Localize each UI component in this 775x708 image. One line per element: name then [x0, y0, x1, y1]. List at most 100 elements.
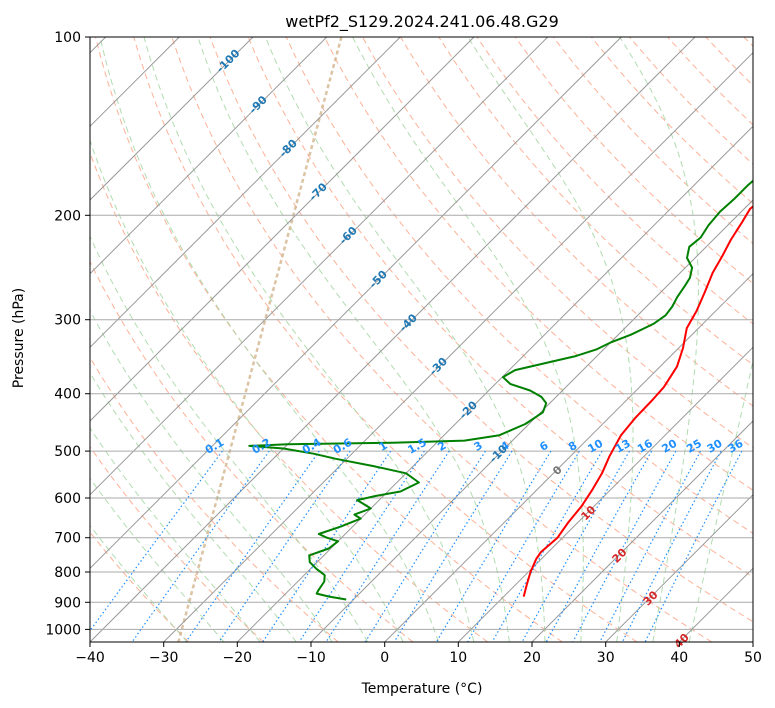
profile-lines [248, 179, 753, 601]
mixing-ratio-label: 0.4 [300, 436, 324, 457]
dry-adiabat [209, 37, 753, 623]
isotherm-line [90, 37, 696, 642]
mixing-ratio-line [545, 450, 653, 642]
mixing-ratio-line [435, 450, 552, 642]
mixing-ratio-line [621, 450, 722, 642]
dry-adiabat [247, 37, 753, 578]
mixing-ratio-line [364, 450, 486, 642]
mixing-ratio-line [298, 450, 425, 642]
dry-adiabat [90, 260, 414, 642]
mixing-ratio-line [393, 450, 513, 642]
isotherm-line [310, 199, 753, 642]
dry-adiabat [438, 37, 753, 366]
x-tick-label: 30 [597, 650, 615, 666]
dry-adiabat [90, 531, 190, 642]
dry-adiabat [514, 37, 753, 285]
x-tick-label: 50 [744, 650, 762, 666]
moist-adiabat [688, 357, 753, 642]
moist-adiabat [90, 427, 261, 642]
isotherm-line [752, 641, 753, 642]
isotherm-line [90, 37, 254, 201]
mixing-ratio-line [572, 450, 677, 642]
y-tick-label: 100 [54, 30, 81, 46]
moist-adiabat [90, 235, 369, 642]
isotherm-line [457, 346, 753, 642]
isotherm-line [90, 37, 549, 496]
mixing-ratio-line [491, 450, 603, 642]
x-axis-label: Temperature (°C) [361, 681, 483, 697]
isotherm-line [90, 37, 328, 275]
y-tick-label: 600 [54, 491, 81, 507]
mixing-ratio-label: 13 [613, 437, 633, 456]
mixing-ratio-line [90, 450, 223, 632]
x-tick-label: 0 [380, 650, 389, 666]
dry-adiabat [323, 37, 753, 491]
mixing-ratio-line [262, 450, 392, 642]
x-tick-label: −40 [75, 650, 105, 666]
x-tick-label: −30 [149, 650, 179, 666]
y-tick-label: 400 [54, 387, 81, 403]
dewpoint-line [248, 179, 753, 601]
mixing-ratio-label: 16 [635, 437, 655, 456]
moist-adiabat [352, 37, 584, 642]
dry-adiabat [90, 151, 488, 642]
isotherm-line [90, 37, 401, 349]
y-tick-label: 700 [54, 531, 81, 547]
moist-adiabat [99, 37, 439, 642]
mixing-ratio-label: 36 [726, 437, 746, 456]
x-tick-label: 40 [670, 650, 688, 666]
moist-adiabat [90, 138, 404, 642]
y-tick-label: 900 [54, 595, 81, 611]
y-tick-label: 200 [54, 208, 81, 224]
isotherm-line [163, 51, 753, 642]
mixing-ratio-label: 0.1 [203, 436, 226, 457]
moist-adiabat [264, 37, 546, 642]
moist-adiabat [143, 37, 475, 642]
mixing-ratio-label: 10 [585, 437, 605, 456]
dry-adiabat [171, 37, 712, 642]
reference-lines [90, 37, 753, 642]
dry-adiabat [95, 37, 563, 642]
mixing-ratio-line [644, 450, 743, 642]
moist-adiabat [90, 477, 225, 642]
tan-boundary-curve [177, 37, 343, 642]
mixing-ratio-line [325, 450, 450, 642]
isotherm-label: 0 [550, 463, 565, 478]
y-axis-label: Pressure (hPa) [11, 288, 27, 388]
mixing-ratio-line [599, 450, 702, 642]
isotherm-label: 40 [672, 631, 692, 651]
isotherm-line [90, 37, 475, 422]
mixing-ratio-label: 20 [659, 437, 679, 456]
mixing-ratio-label: 25 [684, 437, 704, 456]
y-tick-label: 300 [54, 313, 81, 329]
temperature-label: -60 [337, 224, 360, 247]
moist-adiabat [90, 309, 333, 642]
isotherm-line [678, 567, 753, 642]
mixing-ratio-line [185, 450, 320, 642]
y-tick-label: 500 [54, 444, 81, 460]
dry-adiabat [743, 37, 753, 47]
line-labels: 0.1 0.2 0.4 0.6 1 1.5 2 3 4 6 8 10 13 16 20 25 30 36-100-… [203, 47, 746, 651]
plot-frame [89, 36, 754, 643]
isotherm-line [90, 37, 622, 570]
temperature-line [522, 205, 753, 597]
dry-adiabat [476, 37, 753, 325]
mixing-ratio-label: 0.2 [250, 436, 273, 457]
isotherm-line [605, 493, 753, 642]
isotherm-line [531, 420, 753, 642]
isotherm-label: 30 [641, 588, 661, 608]
mixing-ratio-label: 0.6 [331, 436, 355, 457]
y-tick-label: 800 [54, 565, 81, 581]
x-tick-label: −10 [296, 650, 326, 666]
mixing-ratio-line [131, 450, 270, 642]
isotherm-line [384, 272, 753, 642]
dry-adiabat [285, 37, 753, 535]
mixing-ratio-line [521, 450, 631, 642]
dry-adiabat [552, 37, 753, 245]
x-tick-label: −20 [223, 650, 253, 666]
moist-adiabat [197, 37, 510, 642]
moist-adiabat [467, 37, 634, 642]
mixing-ratio-line [218, 450, 351, 642]
moist-adiabat [619, 37, 699, 642]
